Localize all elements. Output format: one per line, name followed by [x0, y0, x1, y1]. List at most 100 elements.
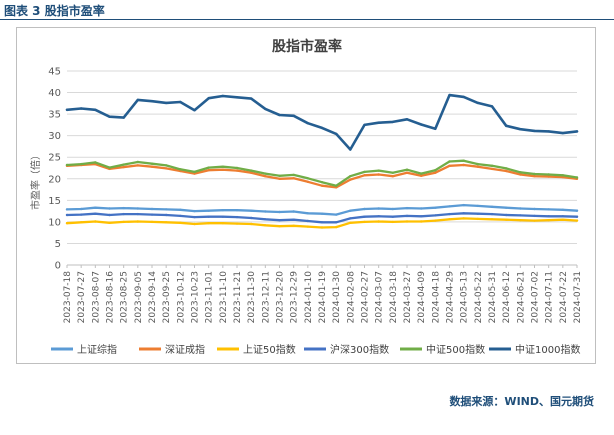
- legend-label: 沪深300指数: [330, 343, 389, 356]
- data-point: [207, 97, 210, 100]
- legend: 上证综指 深证成指 上证50指数 沪深300指数 中证500指数 中证1000指数: [51, 343, 580, 356]
- data-point: [80, 213, 83, 216]
- data-point: [505, 167, 508, 170]
- data-point: [335, 213, 338, 216]
- data-point: [193, 172, 196, 175]
- data-point: [136, 220, 139, 223]
- data-point: [165, 167, 168, 170]
- data-point: [335, 221, 338, 224]
- data-point: [207, 215, 210, 218]
- x-tick-label: 2024-06-21: [516, 271, 526, 323]
- data-point: [533, 129, 536, 133]
- legend-item: 深证成指: [139, 343, 205, 356]
- data-point: [575, 176, 579, 179]
- data-point: [108, 166, 111, 169]
- data-point: [108, 221, 111, 224]
- data-point: [292, 210, 295, 213]
- legend-label: 中证500指数: [426, 343, 485, 356]
- data-point: [575, 209, 579, 212]
- data-point: [462, 163, 465, 167]
- x-tick-label: 2024-07-11: [545, 271, 555, 323]
- data-point: [165, 221, 168, 224]
- data-point: [519, 171, 522, 174]
- data-point: [405, 220, 409, 223]
- chart-title: 股指市盈率: [272, 38, 342, 55]
- x-tick-label: 2023-11-21: [233, 271, 243, 323]
- data-point: [278, 210, 281, 214]
- data-point: [363, 215, 366, 218]
- legend-label: 深证成指: [165, 343, 205, 356]
- x-tick-label: 2024-07-02: [531, 271, 541, 323]
- data-point: [250, 97, 253, 100]
- data-point: [179, 168, 182, 171]
- data-point: [136, 212, 139, 216]
- data-point: [193, 109, 196, 112]
- data-point: [519, 128, 522, 131]
- x-tick-label: 2023-09-25: [162, 271, 172, 323]
- data-point: [165, 164, 168, 167]
- data-point: [306, 219, 309, 223]
- x-tick-label: 2024-07-22: [559, 271, 569, 323]
- data-point: [448, 218, 451, 221]
- data-point: [547, 173, 550, 176]
- data-point: [391, 220, 394, 224]
- data-point: [235, 169, 239, 172]
- x-tick-label: 2023-12-20: [276, 271, 286, 324]
- data-point: [122, 206, 125, 210]
- data-point: [434, 127, 437, 130]
- data-point: [476, 212, 479, 215]
- data-point: [448, 164, 451, 167]
- data-point: [179, 208, 182, 211]
- data-point: [292, 218, 295, 221]
- data-point: [505, 213, 508, 217]
- x-tick-label: 2023-10-12: [176, 271, 186, 323]
- data-point: [250, 216, 253, 220]
- data-point: [391, 207, 394, 211]
- data-point: [505, 124, 508, 128]
- data-point: [363, 207, 366, 211]
- x-tick-label: 2024-06-12: [502, 271, 512, 323]
- x-tick-label: 2023-08-16: [106, 271, 116, 324]
- data-point: [278, 177, 281, 180]
- data-point: [193, 215, 196, 219]
- data-point: [349, 217, 352, 220]
- data-point: [476, 101, 479, 105]
- legend-item: 中证1000指数: [489, 343, 580, 356]
- data-point: [207, 169, 210, 172]
- data-point: [179, 100, 182, 104]
- x-tick-label: 2024-02-08: [346, 271, 356, 324]
- x-axis-ticks: 2023-07-18 2023-07-27 2023-08-07 2023-08-16…: [63, 265, 583, 323]
- legend-label: 中证1000指数: [515, 343, 580, 356]
- y-tick-label: 45: [48, 67, 61, 78]
- data-point: [405, 171, 409, 174]
- data-point: [476, 217, 479, 221]
- data-point: [235, 215, 239, 219]
- data-point: [490, 205, 494, 208]
- data-point: [490, 212, 494, 216]
- data-point: [80, 162, 83, 166]
- legend-item: 沪深300指数: [304, 343, 389, 356]
- data-point: [306, 122, 309, 125]
- data-point: [94, 220, 97, 223]
- data-point: [420, 174, 423, 177]
- data-point: [462, 217, 465, 220]
- y-axis-ticks: 0 5 10 15 20 25 30 35 40 45: [48, 67, 61, 272]
- data-point: [320, 226, 324, 229]
- data-point: [349, 209, 352, 212]
- data-point: [448, 212, 451, 216]
- data-point: [165, 213, 168, 217]
- x-tick-label: 2024-03-07: [375, 271, 385, 323]
- data-point: [405, 214, 409, 218]
- data-point: [519, 173, 522, 176]
- x-tick-label: 2023-07-18: [63, 271, 73, 324]
- data-point: [561, 208, 564, 211]
- data-point: [179, 221, 182, 224]
- data-point: [179, 214, 182, 218]
- data-point: [65, 208, 69, 211]
- data-point: [122, 212, 125, 216]
- x-tick-label: 2024-05-22: [474, 271, 484, 323]
- data-point: [377, 215, 380, 218]
- x-tick-label: 2023-07-27: [77, 271, 87, 323]
- x-tick-label: 2023-11-01: [205, 271, 215, 323]
- data-point: [349, 221, 352, 224]
